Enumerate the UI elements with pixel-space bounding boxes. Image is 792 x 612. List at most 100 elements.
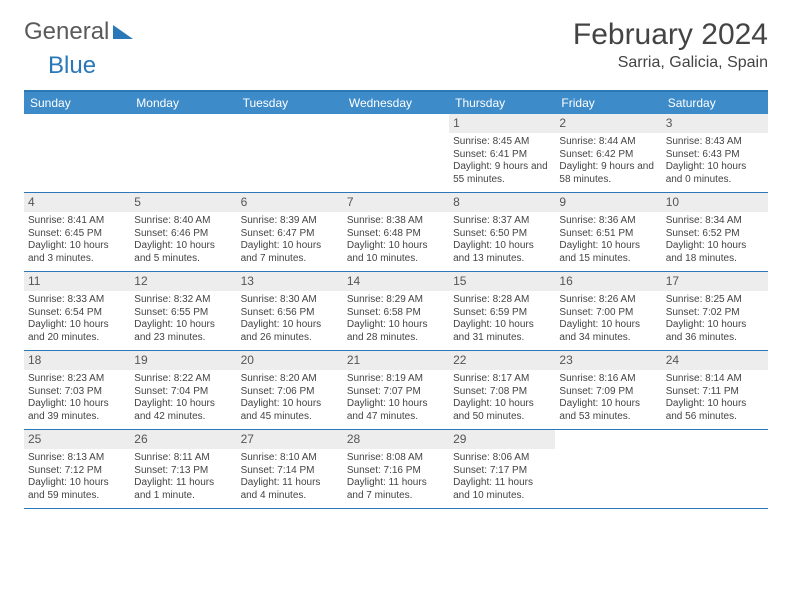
daylight-text: Daylight: 10 hours and 31 minutes.: [453, 319, 551, 344]
sunrise-text: Sunrise: 8:11 AM: [134, 452, 232, 465]
week-row: 18Sunrise: 8:23 AMSunset: 7:03 PMDayligh…: [24, 351, 768, 430]
sunset-text: Sunset: 6:47 PM: [241, 228, 339, 241]
day-cell: 14 Sunrise: 8:29 AMSunset: 6:58 PMDayligh…: [343, 272, 449, 350]
sunset-text: Sunset: 6:41 PM: [453, 149, 551, 162]
logo: General: [24, 18, 133, 46]
daylight-text: Daylight: 11 hours and 4 minutes.: [241, 477, 339, 502]
day-number: 14: [343, 272, 449, 291]
sunrise-text: Sunrise: 8:06 AM: [453, 452, 551, 465]
sunset-text: Sunset: 6:56 PM: [241, 307, 339, 320]
day-cell: 13Sunrise: 8:30 AMSunset: 6:56 PMDayligh…: [237, 272, 343, 350]
day-number: 19: [130, 351, 236, 370]
day-number: 24: [662, 351, 768, 370]
sunrise-text: Sunrise: 8:13 AM: [28, 452, 126, 465]
sunset-text: Sunset: 7:09 PM: [559, 386, 657, 399]
week-row: 25Sunrise: 8:13 AMSunset: 7:12 PMDayligh…: [24, 430, 768, 509]
daylight-text: Daylight: 10 hours and 5 minutes.: [134, 240, 232, 265]
day-cell: 1Sunrise: 8:45 AMSunset: 6:41 PMDaylight…: [449, 114, 555, 192]
day-number: 23: [555, 351, 661, 370]
sunset-text: Sunset: 6:43 PM: [666, 149, 764, 162]
daylight-text: Daylight: 10 hours and 26 minutes.: [241, 319, 339, 344]
day-cell: 19Sunrise: 8:22 AMSunset: 7:04 PMDayligh…: [130, 351, 236, 429]
sunrise-text: Sunrise: 8:08 AM: [347, 452, 445, 465]
week-row: 4Sunrise: 8:41 AMSunset: 6:45 PMDaylight…: [24, 193, 768, 272]
sunset-text: Sunset: 6:50 PM: [453, 228, 551, 241]
sunrise-text: Sunrise: 8:17 AM: [453, 373, 551, 386]
daylight-text: Daylight: 11 hours and 1 minute.: [134, 477, 232, 502]
sunrise-text: Sunrise: 8:29 AM: [347, 294, 445, 307]
sunrise-text: Sunrise: 8:10 AM: [241, 452, 339, 465]
day-cell: 6Sunrise: 8:39 AMSunset: 6:47 PMDaylight…: [237, 193, 343, 271]
dow-wednesday: Wednesday: [343, 92, 449, 114]
day-cell: 18Sunrise: 8:23 AMSunset: 7:03 PMDayligh…: [24, 351, 130, 429]
week-row: 1Sunrise: 8:45 AMSunset: 6:41 PMDaylight…: [24, 114, 768, 193]
day-number: 21: [343, 351, 449, 370]
sunset-text: Sunset: 7:08 PM: [453, 386, 551, 399]
daylight-text: Daylight: 10 hours and 10 minutes.: [347, 240, 445, 265]
day-cell: 22 Sunrise: 8:17 AMSunset: 7:08 PMDayligh…: [449, 351, 555, 429]
day-number: 25: [24, 430, 130, 449]
daylight-text: Daylight: 10 hours and 47 minutes.: [347, 398, 445, 423]
day-number: 27: [237, 430, 343, 449]
day-number: 5: [130, 193, 236, 212]
dow-sunday: Sunday: [24, 92, 130, 114]
daylight-text: Daylight: 10 hours and 3 minutes.: [28, 240, 126, 265]
daylight-text: Daylight: 10 hours and 13 minutes.: [453, 240, 551, 265]
day-cell: 28Sunrise: 8:08 AMSunset: 7:16 PMDayligh…: [343, 430, 449, 508]
day-cell: [343, 114, 449, 192]
day-number: 13: [237, 272, 343, 291]
day-cell: 23Sunrise: 8:16 AMSunset: 7:09 PMDayligh…: [555, 351, 661, 429]
day-cell: 5Sunrise: 8:40 AMSunset: 6:46 PMDaylight…: [130, 193, 236, 271]
weeks-container: 1Sunrise: 8:45 AMSunset: 6:41 PMDaylight…: [24, 114, 768, 509]
daylight-text: Daylight: 10 hours and 45 minutes.: [241, 398, 339, 423]
sunrise-text: Sunrise: 8:32 AM: [134, 294, 232, 307]
sunset-text: Sunset: 7:02 PM: [666, 307, 764, 320]
day-cell: 12Sunrise: 8:32 AMSunset: 6:55 PMDayligh…: [130, 272, 236, 350]
day-cell: 24Sunrise: 8:14 AMSunset: 7:11 PMDayligh…: [662, 351, 768, 429]
sunrise-text: Sunrise: 8:16 AM: [559, 373, 657, 386]
sunset-text: Sunset: 6:48 PM: [347, 228, 445, 241]
day-cell: 16Sunrise: 8:26 AMSunset: 7:00 PMDayligh…: [555, 272, 661, 350]
sunset-text: Sunset: 7:07 PM: [347, 386, 445, 399]
sunset-text: Sunset: 6:51 PM: [559, 228, 657, 241]
sunset-text: Sunset: 6:45 PM: [28, 228, 126, 241]
sunset-text: Sunset: 7:00 PM: [559, 307, 657, 320]
daylight-text: Daylight: 10 hours and 28 minutes.: [347, 319, 445, 344]
daylight-text: Daylight: 10 hours and 39 minutes.: [28, 398, 126, 423]
day-number: 12: [130, 272, 236, 291]
sunrise-text: Sunrise: 8:43 AM: [666, 136, 764, 149]
day-number: 22: [449, 351, 555, 370]
sunrise-text: Sunrise: 8:26 AM: [559, 294, 657, 307]
daylight-text: Daylight: 10 hours and 42 minutes.: [134, 398, 232, 423]
daylight-text: Daylight: 10 hours and 50 minutes.: [453, 398, 551, 423]
day-cell: 8Sunrise: 8:37 AMSunset: 6:50 PMDaylight…: [449, 193, 555, 271]
daylight-text: Daylight: 10 hours and 59 minutes.: [28, 477, 126, 502]
location-text: Sarria, Galicia, Spain: [573, 54, 768, 72]
sunset-text: Sunset: 7:03 PM: [28, 386, 126, 399]
sunset-text: Sunset: 7:06 PM: [241, 386, 339, 399]
day-cell: 4Sunrise: 8:41 AMSunset: 6:45 PMDaylight…: [24, 193, 130, 271]
calendar: Sunday Monday Tuesday Wednesday Thursday…: [24, 90, 768, 509]
daylight-text: Daylight: 10 hours and 36 minutes.: [666, 319, 764, 344]
logo-text-1: General: [24, 18, 109, 46]
day-number: 18: [24, 351, 130, 370]
day-number: 15: [449, 272, 555, 291]
dow-thursday: Thursday: [449, 92, 555, 114]
sunset-text: Sunset: 6:52 PM: [666, 228, 764, 241]
daylight-text: Daylight: 9 hours and 58 minutes.: [559, 161, 657, 186]
day-cell: 26Sunrise: 8:11 AMSunset: 7:13 PMDayligh…: [130, 430, 236, 508]
sunrise-text: Sunrise: 8:20 AM: [241, 373, 339, 386]
sunrise-text: Sunrise: 8:33 AM: [28, 294, 126, 307]
sunset-text: Sunset: 7:04 PM: [134, 386, 232, 399]
sunset-text: Sunset: 6:58 PM: [347, 307, 445, 320]
dow-saturday: Saturday: [662, 92, 768, 114]
day-cell: 11Sunrise: 8:33 AMSunset: 6:54 PMDayligh…: [24, 272, 130, 350]
day-number: 26: [130, 430, 236, 449]
day-cell: [24, 114, 130, 192]
logo-triangle-icon: [113, 25, 133, 39]
day-number: 10: [662, 193, 768, 212]
day-cell: 29Sunrise: 8:06 AMSunset: 7:17 PMDayligh…: [449, 430, 555, 508]
daylight-text: Daylight: 11 hours and 10 minutes.: [453, 477, 551, 502]
sunset-text: Sunset: 6:55 PM: [134, 307, 232, 320]
day-number: 6: [237, 193, 343, 212]
